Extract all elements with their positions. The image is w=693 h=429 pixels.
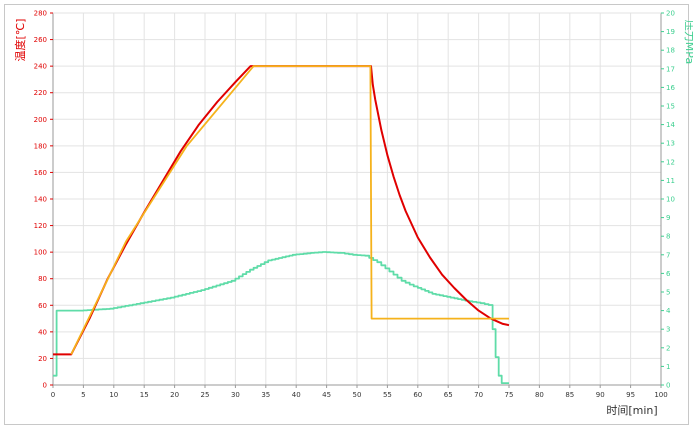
x-tick-label: 70 [474, 391, 483, 399]
y-left-tick-label: 40 [38, 328, 47, 336]
y-right-tick-label: 14 [666, 121, 675, 129]
y-axis-right-title: 压力MPa [683, 20, 693, 64]
y-right-tick-label: 1 [666, 363, 670, 371]
y-right-tick-label: 17 [666, 65, 675, 73]
y-left-tick-label: 160 [34, 169, 47, 177]
x-tick-label: 10 [109, 391, 118, 399]
x-tick-label: 35 [261, 391, 270, 399]
x-tick-label: 25 [201, 391, 210, 399]
y-left-tick-label: 100 [34, 249, 47, 257]
tick-labels: 0 5 10 15 20 25 30 35 40 45 50 55 60 65 70 75 80 85 90 95 10… [34, 10, 676, 400]
y-right-tick-label: 15 [666, 103, 675, 111]
series-line-temperature-setpoint [70, 65, 509, 355]
y-right-tick-label: 19 [666, 28, 675, 36]
y-right-tick-label: 20 [666, 10, 675, 18]
y-right-tick-label: 16 [666, 84, 675, 92]
x-tick-label: 45 [322, 391, 331, 399]
y-left-tick-label: 220 [34, 89, 47, 97]
x-tick-label: 100 [654, 391, 667, 399]
x-tick-label: 95 [626, 391, 635, 399]
x-tick-label: 30 [231, 391, 240, 399]
x-tick-label: 75 [505, 391, 514, 399]
grid [52, 12, 662, 386]
y-left-tick-label: 200 [34, 116, 47, 124]
x-tick-label: 65 [444, 391, 453, 399]
y-right-tick-label: 2 [666, 344, 670, 352]
chart-border [4, 4, 689, 425]
x-tick-label: 85 [565, 391, 574, 399]
x-tick-label: 60 [413, 391, 422, 399]
x-tick-label: 55 [383, 391, 392, 399]
x-tick-label: 80 [535, 391, 544, 399]
y-right-tick-label: 7 [666, 251, 670, 259]
y-right-tick-label: 18 [666, 47, 675, 55]
series-line-pressure [53, 251, 509, 384]
y-left-tick-label: 180 [34, 142, 47, 150]
y-right-tick-label: 3 [666, 326, 670, 334]
y-left-tick-label: 260 [34, 36, 47, 44]
y-right-tick-label: 6 [666, 270, 671, 278]
y-left-tick-label: 20 [38, 355, 47, 363]
y-right-tick-label: 0 [666, 382, 670, 390]
y-right-tick-label: 11 [666, 177, 675, 185]
y-right-tick-label: 9 [666, 214, 670, 222]
x-tick-label: 0 [51, 391, 55, 399]
y-right-tick-label: 12 [666, 158, 675, 166]
x-axis-title: 时间[min] [606, 404, 657, 417]
x-tick-label: 5 [81, 391, 85, 399]
y-axis-left-title: 温度[℃] [13, 19, 27, 62]
x-tick-label: 15 [140, 391, 149, 399]
series-layer [53, 65, 510, 384]
y-right-tick-label: 5 [666, 289, 670, 297]
y-left-tick-label: 280 [34, 10, 47, 18]
y-left-tick-label: 80 [38, 275, 47, 283]
axes [50, 12, 664, 388]
y-left-tick-label: 140 [34, 196, 47, 204]
y-right-tick-label: 4 [666, 307, 671, 315]
y-left-tick-label: 0 [43, 382, 47, 390]
y-right-tick-label: 10 [666, 196, 675, 204]
y-right-tick-label: 13 [666, 140, 675, 148]
x-tick-label: 90 [596, 391, 605, 399]
y-right-tick-label: 8 [666, 233, 670, 241]
x-tick-label: 20 [170, 391, 179, 399]
x-tick-label: 50 [353, 391, 362, 399]
x-tick-label: 40 [292, 391, 301, 399]
y-left-tick-label: 240 [34, 63, 47, 71]
y-left-tick-label: 120 [34, 222, 47, 230]
y-left-tick-label: 60 [38, 302, 47, 310]
